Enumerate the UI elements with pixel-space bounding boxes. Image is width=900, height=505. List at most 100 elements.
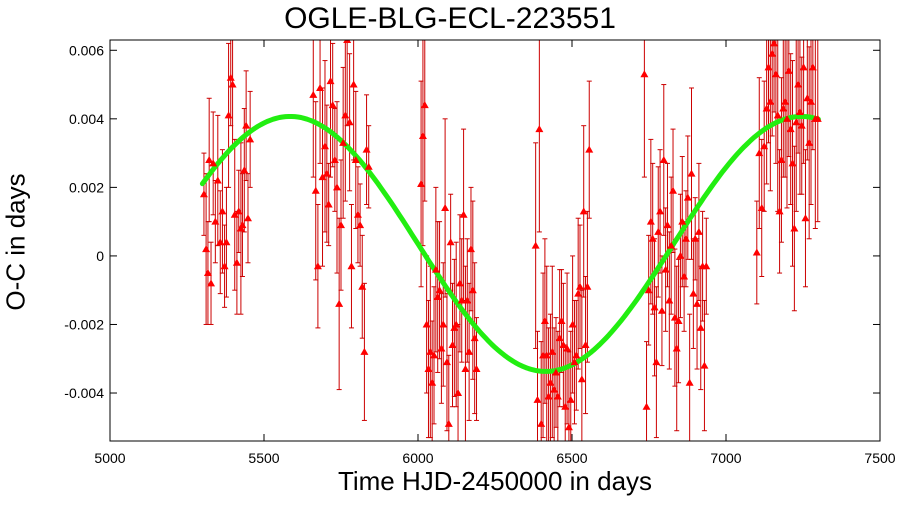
- data-point: [349, 80, 358, 88]
- data-point: [316, 83, 325, 91]
- data-point: [577, 375, 586, 383]
- data-point: [232, 258, 241, 266]
- data-point: [238, 221, 247, 229]
- data-point: [428, 378, 437, 386]
- data-point: [648, 234, 657, 242]
- data-point: [808, 63, 817, 71]
- data-point: [568, 320, 577, 328]
- data-point: [642, 402, 651, 410]
- data-point: [347, 262, 356, 270]
- data-point: [773, 111, 782, 119]
- data-point: [472, 365, 481, 373]
- data-point: [420, 101, 429, 109]
- data-point: [551, 368, 560, 376]
- y-tick-label: 0.004: [69, 111, 104, 127]
- data-point: [209, 159, 218, 167]
- data-point: [670, 313, 679, 321]
- data-point: [755, 149, 764, 157]
- data-point: [768, 49, 777, 57]
- data-point: [702, 262, 711, 270]
- data-point: [546, 378, 555, 386]
- data-point: [433, 293, 442, 301]
- data-point: [431, 265, 440, 273]
- data-point: [674, 317, 683, 325]
- data-point: [676, 251, 685, 259]
- data-point: [441, 203, 450, 211]
- data-point: [224, 111, 233, 119]
- data-point: [665, 296, 674, 304]
- data-point: [452, 320, 461, 328]
- data-point: [656, 207, 665, 215]
- data-point: [555, 334, 564, 342]
- data-point: [537, 419, 546, 427]
- data-point: [326, 77, 335, 85]
- data-point: [351, 155, 360, 163]
- data-point: [218, 207, 227, 215]
- data-point: [311, 186, 320, 194]
- data-point: [566, 395, 575, 403]
- data-point: [426, 347, 435, 355]
- y-tick-label: -0.004: [64, 385, 104, 401]
- data-point: [468, 286, 477, 294]
- data-point: [764, 63, 773, 71]
- x-tick-label: 7500: [864, 450, 895, 466]
- data-point: [430, 351, 439, 359]
- data-point: [770, 40, 779, 47]
- data-point: [559, 341, 568, 349]
- data-point: [762, 104, 771, 112]
- y-axis-label: O-C in days: [0, 173, 31, 311]
- y-tick-label: 0.002: [69, 179, 104, 195]
- data-point: [330, 155, 339, 163]
- chart-title: OGLE-BLG-ECL-223551: [284, 2, 616, 35]
- data-point: [685, 378, 694, 386]
- data-point: [328, 101, 337, 109]
- data-point: [557, 317, 566, 325]
- x-tick-label: 5000: [94, 450, 125, 466]
- data-point: [803, 94, 812, 102]
- data-point: [243, 214, 252, 222]
- data-point: [422, 320, 431, 328]
- data-point: [448, 341, 457, 349]
- data-point: [332, 183, 341, 191]
- data-point: [757, 203, 766, 211]
- data-point: [533, 395, 542, 403]
- data-point: [790, 224, 799, 232]
- data-point: [459, 210, 468, 218]
- data-point: [544, 392, 553, 400]
- data-point: [461, 365, 470, 373]
- data-point: [353, 210, 362, 218]
- data-point: [683, 193, 692, 201]
- data-point: [640, 70, 649, 78]
- data-point: [583, 282, 592, 290]
- data-point: [313, 262, 322, 270]
- data-point: [418, 131, 427, 139]
- data-point: [341, 111, 350, 119]
- data-point: [203, 269, 212, 277]
- data-point: [646, 217, 655, 225]
- data-point: [345, 118, 354, 126]
- data-point: [211, 217, 220, 225]
- data-point: [752, 248, 761, 256]
- data-point: [779, 104, 788, 112]
- data-point: [678, 217, 687, 225]
- data-point: [335, 299, 344, 307]
- data-point: [581, 341, 590, 349]
- plot-frame-layer: [109, 39, 881, 442]
- data-point: [576, 282, 585, 290]
- data-point: [553, 392, 562, 400]
- data-point: [540, 317, 549, 325]
- data-point: [672, 344, 681, 352]
- y-tick-label: 0.006: [69, 42, 104, 58]
- data-point: [657, 306, 666, 314]
- data-point: [572, 351, 581, 359]
- data-point: [364, 162, 373, 170]
- data-point: [807, 97, 816, 105]
- data-point: [659, 155, 668, 163]
- data-point: [455, 279, 464, 287]
- data-point: [358, 282, 367, 290]
- axes-layer: 5000 5500 6000 6500 7000 7500 -0.004 -0.002 0 0.0…: [64, 40, 896, 466]
- data-point: [199, 190, 208, 198]
- data-point: [437, 344, 446, 352]
- data-point: [356, 221, 365, 229]
- data-point: [362, 145, 371, 153]
